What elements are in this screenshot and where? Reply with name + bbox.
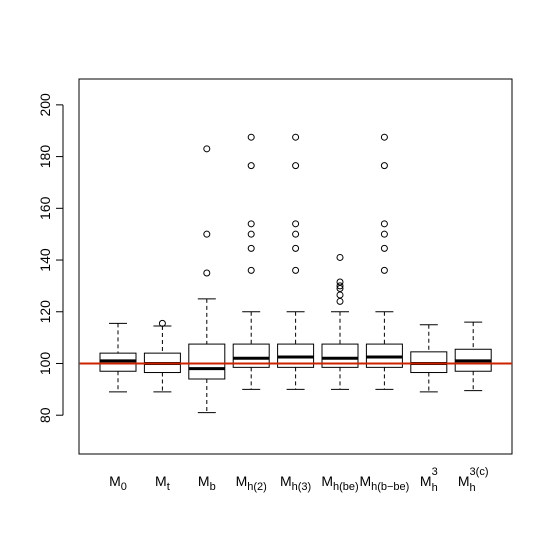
box-series <box>99 133 492 414</box>
x-tick-label-subscript: h <box>470 482 476 494</box>
y-tick-label: 140 <box>37 248 53 272</box>
outlier-point <box>203 269 211 277</box>
y-tick-label: 120 <box>37 300 53 324</box>
outlier-point <box>247 244 255 252</box>
x-tick-label-superscript: 3(c) <box>470 466 489 478</box>
x-axis-labels: M0 Mt Mb Mh(2) Mh(3) Mh(be) Mh(b−be) M3 h M3(c) h <box>109 466 488 494</box>
x-tick-label: M3(c) h <box>458 466 489 494</box>
y-axis: 80 100 120 140 160 180 200 <box>37 93 64 423</box>
outlier-point <box>292 133 300 141</box>
outlier-point <box>380 230 388 238</box>
outlier-point <box>247 266 255 274</box>
outlier-point <box>292 162 300 170</box>
outlier-point <box>247 133 255 141</box>
x-tick-label-subscript: t <box>167 481 170 493</box>
outlier-point <box>292 266 300 274</box>
outlier-point <box>292 244 300 252</box>
outlier-point <box>247 220 255 228</box>
x-tick-label-subscript: h(3) <box>292 481 312 493</box>
x-tick-label: Mh(b−be) <box>359 473 409 493</box>
x-tick-label-base: M <box>198 473 210 489</box>
box-group <box>365 133 403 390</box>
x-tick-label-base: M <box>458 473 470 489</box>
box-group <box>232 133 270 390</box>
box-group <box>188 145 226 414</box>
box-group <box>410 324 448 393</box>
outlier-point <box>380 266 388 274</box>
x-tick-label-subscript: 0 <box>121 481 127 493</box>
x-tick-label: Mh(2) <box>236 473 267 493</box>
y-tick-label: 200 <box>37 93 53 117</box>
x-tick-label-subscript: h(be) <box>333 481 359 493</box>
box-iqr <box>321 343 359 368</box>
outlier-point <box>336 291 344 299</box>
outlier-point <box>203 145 211 153</box>
y-tick-label: 160 <box>37 196 53 220</box>
x-tick-label-subscript: h <box>432 482 438 494</box>
outlier-point <box>380 244 388 252</box>
x-tick-label-subscript: h(b−be) <box>371 481 409 493</box>
x-tick-label-superscript: 3 <box>432 466 438 478</box>
x-tick-label-base: M <box>321 473 333 489</box>
x-tick-label: M0 <box>109 473 127 493</box>
x-tick-label: Mt <box>155 473 170 493</box>
y-tick-label: 80 <box>37 407 53 423</box>
x-tick-label-subscript: b <box>210 481 216 493</box>
outlier-point <box>247 162 255 170</box>
outlier-point <box>380 133 388 141</box>
x-tick-label-base: M <box>109 473 121 489</box>
outlier-point <box>292 220 300 228</box>
box-group <box>277 133 315 390</box>
outlier-point <box>336 253 344 261</box>
x-tick-label: Mb <box>198 473 216 493</box>
y-tick-label: 100 <box>37 352 53 376</box>
x-tick-label: Mh(3) <box>280 473 311 493</box>
box-group <box>454 321 492 392</box>
box-group <box>99 322 137 393</box>
outlier-point <box>380 220 388 228</box>
y-tick-label: 180 <box>37 145 53 169</box>
outlier-point <box>336 282 344 290</box>
x-tick-label-base: M <box>236 473 248 489</box>
outlier-point <box>292 230 300 238</box>
box-iqr <box>232 343 270 368</box>
outlier-point <box>336 297 344 305</box>
x-tick-label-subscript: h(2) <box>247 481 267 493</box>
outlier-point <box>158 319 166 327</box>
plot-frame <box>78 78 513 455</box>
outlier-point <box>380 162 388 170</box>
x-tick-label: Mh(be) <box>321 473 358 493</box>
box-group <box>143 319 181 393</box>
outlier-point <box>247 230 255 238</box>
x-tick-label-base: M <box>280 473 292 489</box>
x-tick-label-base: M <box>155 473 167 489</box>
x-tick-label-base: M <box>359 473 371 489</box>
x-tick-label-base: M <box>420 473 432 489</box>
box-group <box>321 253 359 390</box>
box-iqr <box>188 343 226 380</box>
outlier-point <box>203 230 211 238</box>
outlier-point <box>336 278 344 286</box>
x-tick-label: M3 h <box>420 466 438 494</box>
